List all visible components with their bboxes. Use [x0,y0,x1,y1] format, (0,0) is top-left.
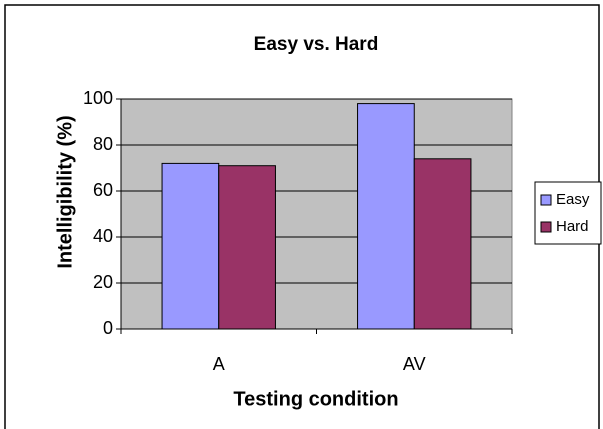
bar [413,158,472,330]
x-tick-label: AV [403,354,426,374]
x-axis-title: Testing condition [233,388,398,410]
y-tick-label: 0 [103,318,113,338]
chart-title: Easy vs. Hard [254,34,379,55]
legend-swatch [540,194,552,206]
bar [161,162,220,330]
bar [218,165,276,330]
legend-label: Easy [556,191,590,208]
y-tick-label: 80 [93,134,113,154]
legend-box [534,181,602,245]
y-tick-label: 60 [93,180,113,200]
y-tick-label: 100 [83,88,113,108]
x-tick-label: A [213,354,225,374]
y-axis-title: Intelligibility (%) [54,115,76,268]
y-tick-label: 20 [93,272,113,292]
legend-swatch [540,221,552,233]
bar [357,103,415,330]
legend-label: Hard [556,218,589,235]
y-tick-label: 40 [93,226,113,246]
